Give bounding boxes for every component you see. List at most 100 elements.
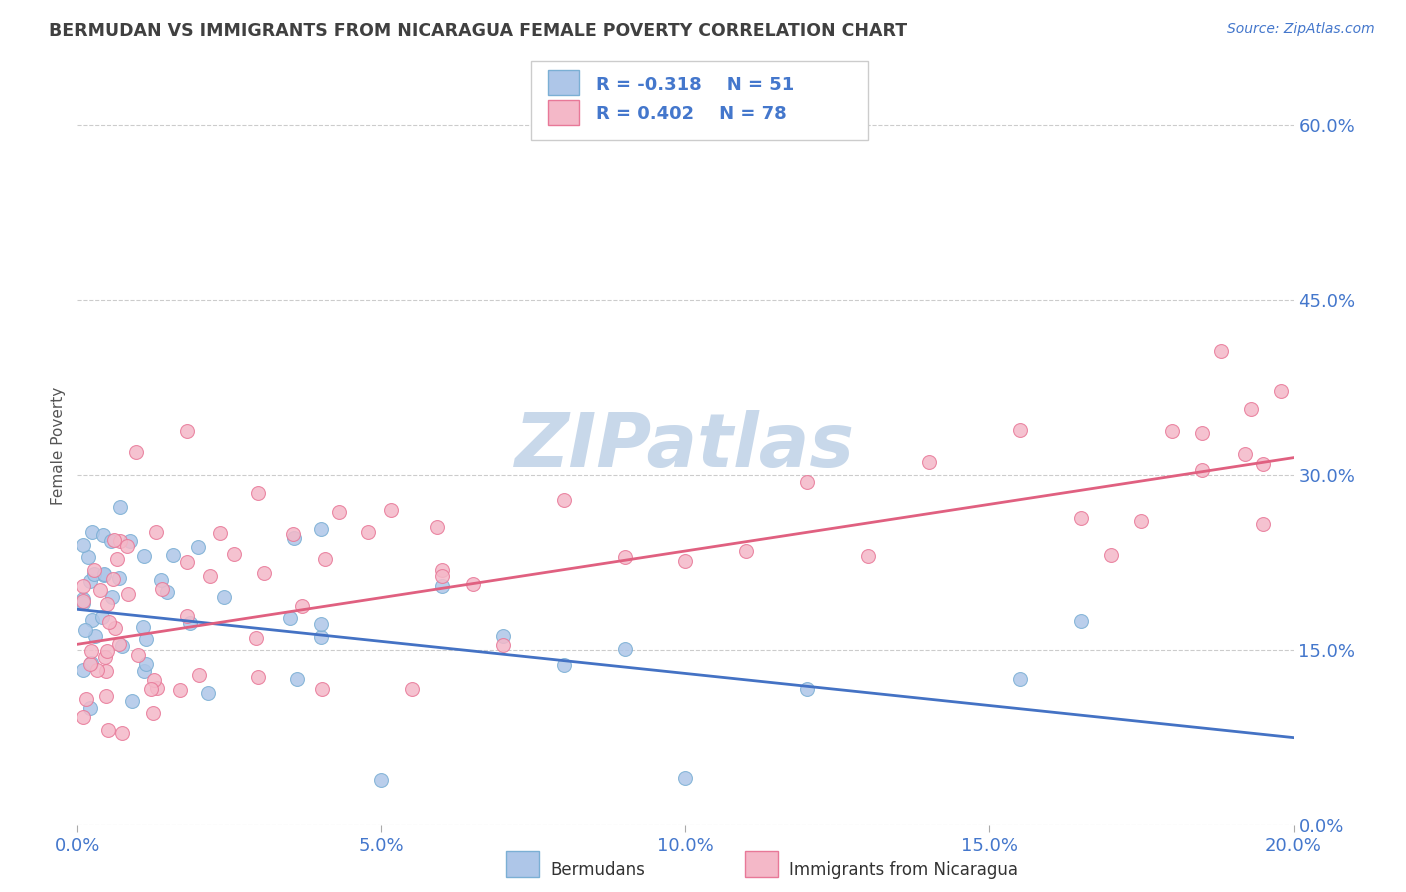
Point [246,669,269,683]
Point [146,681,169,695]
Point [72,538,94,552]
Point [100,534,122,549]
Point [96,598,118,612]
Point [426,520,449,534]
Point [380,503,402,517]
Point [1008,673,1031,687]
Point [309,522,332,536]
Point [127,648,149,662]
Point [94,650,117,665]
Point [311,681,333,696]
Point [72,592,94,607]
Text: Immigrants from Nicaragua: Immigrants from Nicaragua [789,861,1018,879]
Point [162,548,184,562]
Point [357,524,380,539]
Text: R = 0.402    N = 78: R = 0.402 N = 78 [596,105,787,123]
Point [132,664,155,678]
Point [430,568,453,582]
Point [1130,514,1153,528]
Point [212,591,235,605]
Point [187,540,209,554]
Point [553,658,575,673]
Point [1070,511,1092,525]
Text: ZIPatlas: ZIPatlas [516,409,855,483]
Point [83,563,105,577]
Point [108,637,131,651]
Point [370,772,392,787]
Point [94,690,117,704]
Point [80,613,103,627]
Point [97,723,120,737]
Point [1233,447,1256,461]
Point [314,552,336,566]
Point [132,620,155,634]
Point [72,579,94,593]
Point [135,657,157,672]
Point [80,644,103,658]
Point [77,550,100,565]
Point [247,486,270,500]
Point [675,553,697,567]
Point [145,524,167,539]
Point [135,632,157,647]
Point [117,586,139,600]
Point [309,617,332,632]
Point [169,683,191,698]
Point [82,524,104,539]
Point [1070,614,1092,628]
Point [430,563,453,577]
Point [79,657,101,671]
Point [1209,343,1232,358]
Point [285,672,308,686]
Point [176,609,198,624]
Point [224,548,246,562]
Point [96,644,118,658]
Text: Source: ZipAtlas.com: Source: ZipAtlas.com [1227,22,1375,37]
Point [89,582,111,597]
Point [73,624,96,638]
Point [108,534,131,549]
Y-axis label: Female Poverty: Female Poverty [51,387,66,505]
Point [150,582,173,596]
Point [93,567,115,582]
Point [1099,548,1122,562]
Point [1191,425,1213,440]
Point [75,691,97,706]
Point [430,579,453,593]
Point [83,629,105,643]
Point [142,673,165,687]
Point [796,475,818,489]
Point [492,629,515,643]
Point [735,544,758,558]
Point [188,668,211,682]
Point [291,599,314,613]
Point [281,527,304,541]
Point [918,454,941,468]
Point [1270,384,1292,399]
Point [200,569,222,583]
Point [72,596,94,610]
Point [553,493,575,508]
Point [103,533,125,548]
Point [1240,401,1263,416]
Point [142,706,165,720]
Point [675,771,697,785]
Point [1251,517,1274,532]
Point [104,621,127,635]
Point [328,505,350,519]
Point [94,664,117,678]
Point [283,531,305,545]
Point [79,700,101,714]
Point [253,566,276,580]
Point [197,686,219,700]
Point [83,567,105,582]
Point [492,638,515,652]
Point [115,539,138,553]
Point [111,725,134,739]
Point [121,694,143,708]
Point [461,577,484,591]
Point [139,681,162,696]
Point [1161,425,1184,439]
Point [309,631,332,645]
Point [1191,463,1213,477]
